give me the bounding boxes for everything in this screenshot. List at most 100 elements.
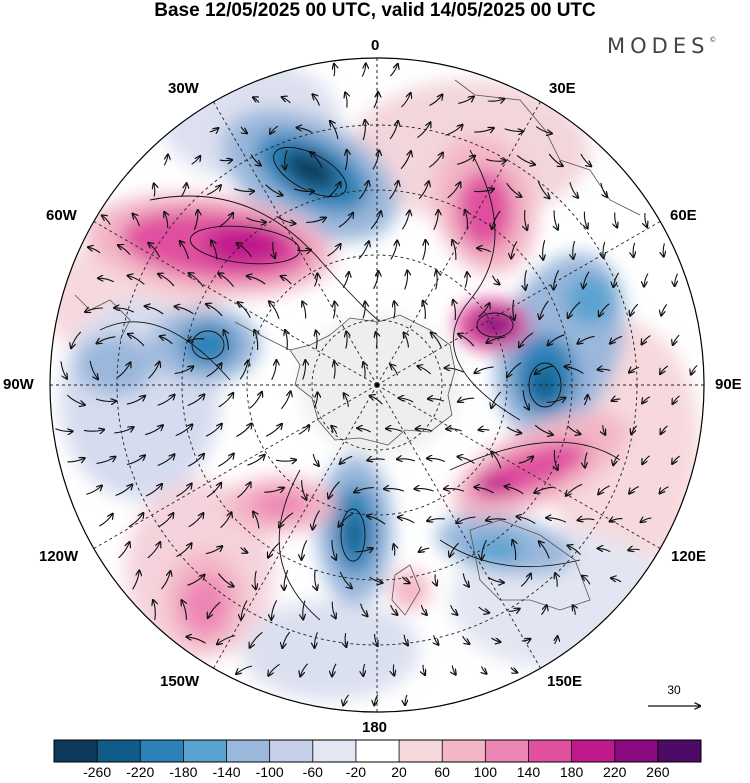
wind-vector-arrow — [301, 540, 308, 559]
wind-vector-arrow — [285, 330, 287, 351]
wind-vector-arrow — [241, 126, 247, 134]
wind-vector-arrow — [583, 395, 587, 406]
wind-vector-arrow — [361, 64, 366, 77]
wind-vector-arrow — [390, 241, 397, 260]
wind-vector-arrow — [540, 605, 546, 615]
wind-vector-arrow — [86, 486, 102, 495]
wind-vector-arrow — [458, 334, 475, 347]
wind-vector-arrow — [374, 694, 379, 705]
wind-vector-arrow — [482, 540, 487, 559]
colorbar-swatch — [614, 740, 659, 762]
wind-vector-arrow — [456, 516, 476, 523]
wind-vector-arrow — [384, 489, 405, 492]
wind-vector-arrow — [249, 392, 262, 409]
colorbar-swatch — [226, 740, 270, 762]
wind-vector-arrow — [115, 485, 133, 497]
wind-vector-arrow — [474, 189, 494, 192]
anomaly-field — [50, 58, 704, 712]
wind-vector-arrow — [486, 519, 507, 521]
wind-vector-arrow — [554, 270, 560, 289]
wind-vector-arrow — [60, 361, 67, 378]
wind-vector-arrow — [187, 454, 204, 467]
wind-vector-arrow — [327, 244, 341, 257]
wind-vector-arrow — [345, 632, 346, 647]
wind-vector-arrow — [445, 368, 464, 373]
wind-vector-arrow — [302, 302, 305, 319]
wind-vector-arrow — [517, 517, 536, 525]
wind-vector-arrow — [660, 365, 669, 374]
meridians — [50, 58, 704, 712]
wind-vector-arrow — [394, 544, 395, 556]
wind-vector-arrow — [405, 694, 407, 705]
wind-vector-arrow — [400, 151, 411, 170]
colorbar-tick-label: 180 — [559, 764, 584, 780]
brand-name: MODES — [607, 34, 710, 58]
wind-vector-arrow — [433, 210, 439, 230]
wind-vector-arrow — [282, 631, 291, 648]
wind-vector-arrow — [644, 273, 649, 287]
wind-vector-arrow — [453, 300, 455, 320]
wind-vector-arrow — [584, 211, 587, 229]
wind-vector-arrow — [578, 335, 595, 343]
wind-vector-arrow — [360, 603, 368, 617]
wind-vectors — [55, 64, 698, 706]
wind-vector-arrow — [240, 546, 248, 552]
wind-vector-arrow — [187, 637, 206, 644]
wind-vector-arrow — [404, 634, 408, 646]
wind-vector-arrow — [520, 574, 531, 587]
wind-vector-arrow — [405, 271, 408, 290]
wind-vector-arrow — [175, 424, 193, 437]
wind-vector-arrow — [535, 126, 552, 134]
wind-vector-arrow — [672, 455, 680, 464]
wind-vector-arrow — [429, 95, 443, 106]
wind-vector-arrow — [404, 333, 409, 348]
wind-vector-arrow — [302, 480, 307, 499]
wind-vector-arrow — [118, 542, 130, 559]
map-title: Base 12/05/2025 00 UTC, valid 14/05/2025… — [154, 0, 596, 21]
antarctica-coastline — [289, 314, 456, 446]
meridian-line — [93, 384, 378, 549]
wind-vector-arrow — [250, 154, 261, 166]
colorbar-swatch — [269, 740, 314, 762]
wind-vector-arrow — [585, 452, 587, 468]
wind-vector-arrow — [217, 573, 233, 587]
wind-vector-arrow — [66, 394, 84, 405]
colorbar-swatch — [355, 740, 400, 762]
wind-vector-arrow — [158, 513, 174, 528]
wind-vector-arrow — [247, 455, 265, 466]
wind-vector-arrow — [510, 667, 517, 673]
wind-vector-arrow — [128, 513, 144, 528]
wind-vector-arrow — [389, 121, 398, 140]
wind-vector-arrow — [340, 455, 353, 464]
wind-vector-arrow — [458, 97, 474, 104]
wind-vector-arrow — [482, 666, 487, 673]
wind-vector-arrow — [610, 519, 623, 522]
wind-vector-arrow — [565, 367, 584, 374]
wind-vector-arrow — [389, 64, 397, 77]
reference-vector-label: 30 — [667, 683, 681, 697]
wind-vector-arrow — [504, 129, 524, 132]
wind-vector-arrow — [83, 430, 104, 432]
wind-vector-arrow — [208, 601, 221, 618]
wind-vector-arrow — [345, 93, 347, 108]
wind-vector-arrow — [423, 301, 426, 320]
colorbar-tick-label: -220 — [126, 764, 155, 780]
wind-vector-arrow — [281, 276, 292, 285]
wind-vector-arrow — [573, 240, 575, 259]
map-border — [49, 57, 705, 713]
wind-vector-arrow — [158, 274, 175, 287]
wind-vector-arrow — [386, 429, 403, 432]
wind-vector-arrow — [419, 548, 430, 552]
wind-vector-arrow — [485, 159, 506, 161]
colorbar-tick-label: 100 — [473, 764, 498, 780]
colorbar-swatch — [528, 740, 572, 762]
wind-vector-arrow — [548, 153, 563, 166]
wind-vector-arrow — [332, 663, 337, 677]
colorbar-swatch — [312, 740, 357, 762]
colorbar-tick-label: -180 — [169, 764, 198, 780]
wind-vector-arrow — [641, 518, 652, 522]
wind-vector-arrow — [303, 600, 305, 620]
wind-vector-arrow — [610, 335, 623, 343]
wind-vector-arrow — [306, 218, 325, 223]
wind-vector-arrow — [478, 303, 490, 318]
